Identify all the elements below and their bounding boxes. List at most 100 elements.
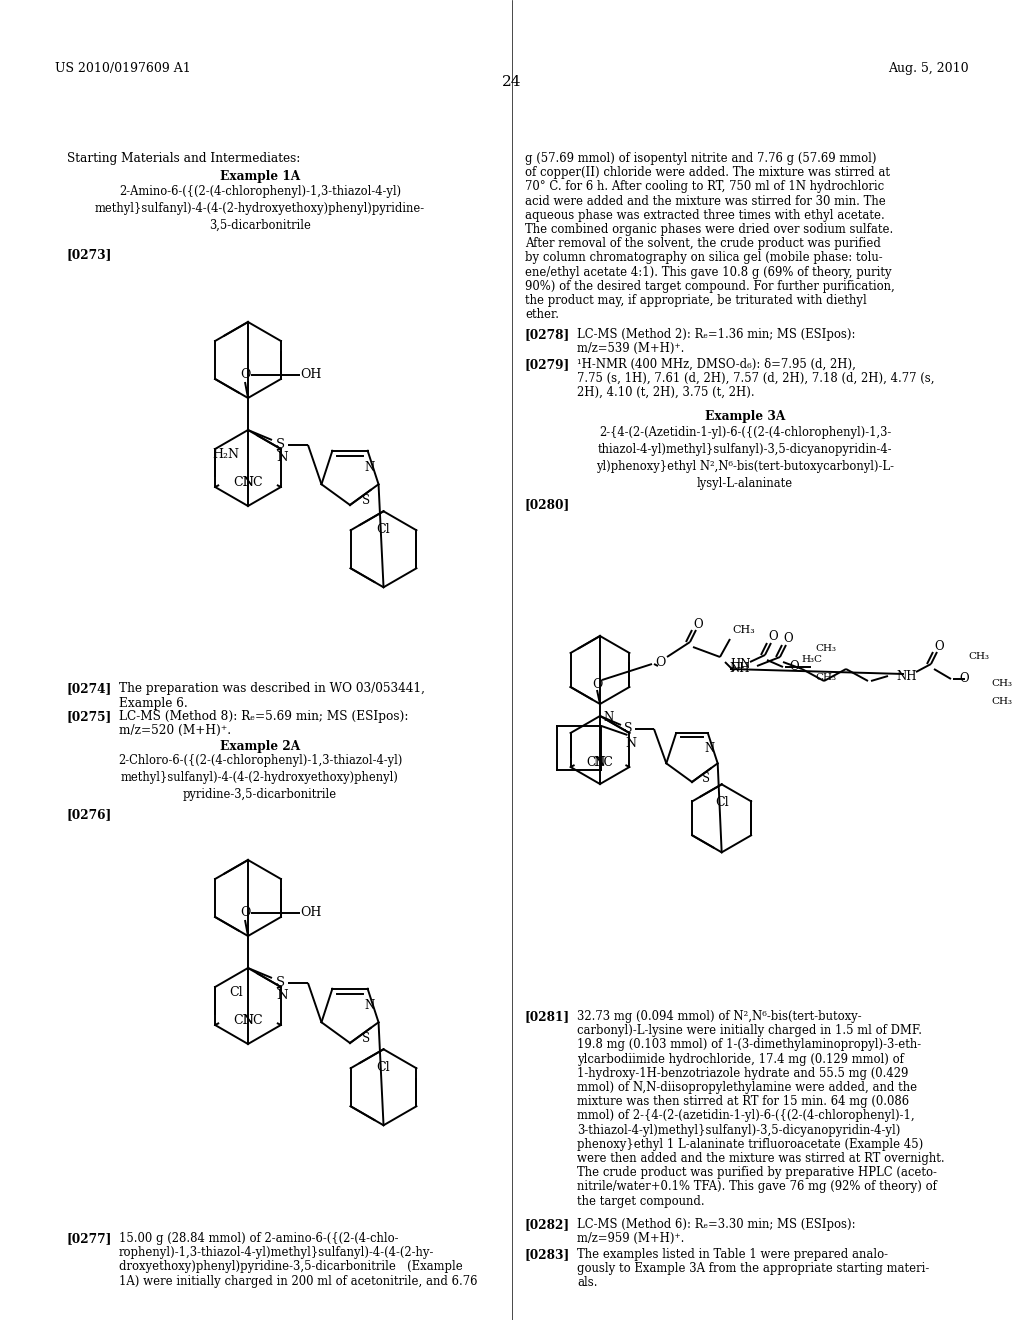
Text: [0280]: [0280] [525, 498, 570, 511]
Text: [0275]: [0275] [67, 710, 113, 723]
Text: N: N [603, 711, 613, 723]
Text: S: S [362, 494, 370, 507]
Text: the target compound.: the target compound. [577, 1195, 705, 1208]
Text: The crude product was purified by preparative HPLC (aceto-: The crude product was purified by prepar… [577, 1166, 937, 1179]
Text: US 2010/0197609 A1: US 2010/0197609 A1 [55, 62, 190, 75]
Text: Cl: Cl [229, 986, 243, 998]
Text: [0283]: [0283] [525, 1247, 570, 1261]
Text: aqueous phase was extracted three times with ethyl acetate.: aqueous phase was extracted three times … [525, 209, 885, 222]
Text: m/z=959 (M+H)⁺.: m/z=959 (M+H)⁺. [577, 1232, 684, 1245]
Text: Example 3A: Example 3A [705, 411, 785, 422]
Text: nitrile/water+0.1% TFA). This gave 76 mg (92% of theory) of: nitrile/water+0.1% TFA). This gave 76 mg… [577, 1180, 937, 1193]
Text: 24: 24 [502, 75, 522, 88]
Text: S: S [362, 1031, 370, 1044]
Text: OH: OH [300, 368, 322, 381]
Text: ¹H-NMR (400 MHz, DMSO-d₆): δ=7.95 (d, 2H),: ¹H-NMR (400 MHz, DMSO-d₆): δ=7.95 (d, 2H… [577, 358, 856, 371]
Text: Starting Materials and Intermediates:: Starting Materials and Intermediates: [67, 152, 300, 165]
Text: The preparation was described in WO 03/053441,: The preparation was described in WO 03/0… [119, 682, 425, 696]
Text: acid were added and the mixture was stirred for 30 min. The: acid were added and the mixture was stir… [525, 194, 886, 207]
Text: NC: NC [243, 475, 263, 488]
Text: als.: als. [577, 1276, 597, 1290]
Text: H₃C: H₃C [801, 655, 822, 664]
Text: 2-Amino-6-({(2-(4-chlorophenyl)-1,3-thiazol-4-yl)
methyl}sulfanyl)-4-(4-(2-hydro: 2-Amino-6-({(2-(4-chlorophenyl)-1,3-thia… [95, 185, 425, 232]
Text: S: S [702, 771, 710, 784]
Text: [0281]: [0281] [525, 1010, 570, 1023]
Text: [0279]: [0279] [525, 358, 570, 371]
Text: g (57.69 mmol) of isopentyl nitrite and 7.76 g (57.69 mmol): g (57.69 mmol) of isopentyl nitrite and … [525, 152, 877, 165]
Text: The examples listed in Table 1 were prepared analo-: The examples listed in Table 1 were prep… [577, 1247, 888, 1261]
Text: N: N [365, 461, 375, 474]
Text: Example 6.: Example 6. [119, 697, 187, 710]
Text: [0276]: [0276] [67, 808, 113, 821]
Text: [0282]: [0282] [525, 1218, 570, 1232]
Text: LC-MS (Method 6): Rₑ=3.30 min; MS (ESIpos):: LC-MS (Method 6): Rₑ=3.30 min; MS (ESIpo… [577, 1218, 856, 1232]
Text: m/z=520 (M+H)⁺.: m/z=520 (M+H)⁺. [119, 723, 231, 737]
Text: NC: NC [594, 756, 613, 770]
Text: N: N [625, 737, 636, 750]
Text: O: O [934, 639, 944, 652]
Text: [0274]: [0274] [67, 682, 113, 696]
Text: LC-MS (Method 2): Rₑ=1.36 min; MS (ESIpos):: LC-MS (Method 2): Rₑ=1.36 min; MS (ESIpo… [577, 327, 855, 341]
Text: 2-{4-(2-(Azetidin-1-yl)-6-({(2-(4-chlorophenyl)-1,3-
thiazol-4-yl)methyl}sulfany: 2-{4-(2-(Azetidin-1-yl)-6-({(2-(4-chloro… [596, 426, 894, 490]
Text: CN: CN [587, 756, 606, 770]
Text: O: O [592, 677, 602, 690]
Text: 1A) were initially charged in 200 ml of acetonitrile, and 6.76: 1A) were initially charged in 200 ml of … [119, 1275, 477, 1287]
Text: ether.: ether. [525, 308, 559, 321]
Text: [0277]: [0277] [67, 1232, 113, 1245]
Text: O: O [768, 631, 778, 644]
Text: phenoxy}ethyl 1 L-alaninate trifluoroacetate (Example 45): phenoxy}ethyl 1 L-alaninate trifluoroace… [577, 1138, 924, 1151]
Text: were then added and the mixture was stirred at RT overnight.: were then added and the mixture was stir… [577, 1152, 944, 1166]
Text: Example 1A: Example 1A [220, 170, 300, 183]
Text: O: O [790, 660, 799, 673]
Text: 2-Chloro-6-({(2-(4-chlorophenyl)-1,3-thiazol-4-yl)
methyl}sulfanyl)-4-(4-(2-hydr: 2-Chloro-6-({(2-(4-chlorophenyl)-1,3-thi… [118, 754, 402, 801]
Text: CH₃: CH₃ [815, 673, 836, 682]
Text: N: N [276, 451, 288, 465]
Text: mixture was then stirred at RT for 15 min. 64 mg (0.086: mixture was then stirred at RT for 15 mi… [577, 1096, 909, 1109]
Text: ylcarbodiimide hydrochloride, 17.4 mg (0.129 mmol) of: ylcarbodiimide hydrochloride, 17.4 mg (0… [577, 1052, 904, 1065]
Text: of copper(II) chloride were added. The mixture was stirred at: of copper(II) chloride were added. The m… [525, 166, 890, 180]
Text: 19.8 mg (0.103 mmol) of 1-(3-dimethylaminopropyl)-3-eth-: 19.8 mg (0.103 mmol) of 1-(3-dimethylami… [577, 1039, 922, 1052]
Text: S: S [624, 722, 632, 735]
Text: H₂N: H₂N [212, 447, 239, 461]
Text: S: S [275, 438, 285, 451]
Text: ene/ethyl acetate 4:1). This gave 10.8 g (69% of theory, purity: ene/ethyl acetate 4:1). This gave 10.8 g… [525, 265, 892, 279]
Text: Cl: Cl [377, 523, 390, 536]
Text: gously to Example 3A from the appropriate starting materi-: gously to Example 3A from the appropriat… [577, 1262, 929, 1275]
Text: CH₃: CH₃ [969, 652, 989, 661]
Text: Cl: Cl [715, 796, 728, 809]
Text: OH: OH [300, 907, 322, 920]
Text: O: O [959, 672, 969, 685]
Text: Aug. 5, 2010: Aug. 5, 2010 [889, 62, 969, 75]
Text: 3-thiazol-4-yl)methyl}sulfanyl)-3,5-dicyanopyridin-4-yl): 3-thiazol-4-yl)methyl}sulfanyl)-3,5-dicy… [577, 1123, 900, 1137]
Text: O: O [240, 907, 250, 920]
Text: O: O [783, 632, 793, 645]
Text: CH₃: CH₃ [991, 680, 1012, 689]
Text: LC-MS (Method 8): Rₑ=5.69 min; MS (ESIpos):: LC-MS (Method 8): Rₑ=5.69 min; MS (ESIpo… [119, 710, 409, 723]
Text: 15.00 g (28.84 mmol) of 2-amino-6-({(2-(4-chlo-: 15.00 g (28.84 mmol) of 2-amino-6-({(2-(… [119, 1232, 398, 1245]
Text: by column chromatography on silica gel (mobile phase: tolu-: by column chromatography on silica gel (… [525, 251, 883, 264]
Text: Example 2A: Example 2A [220, 741, 300, 752]
Text: O: O [693, 618, 702, 631]
Text: 1-hydroxy-1H-benzotriazole hydrate and 55.5 mg (0.429: 1-hydroxy-1H-benzotriazole hydrate and 5… [577, 1067, 908, 1080]
Text: [0273]: [0273] [67, 248, 113, 261]
Text: NH: NH [896, 669, 916, 682]
Text: S: S [275, 977, 285, 990]
Text: CH₃: CH₃ [815, 644, 836, 653]
Text: mmol) of 2-{4-(2-(azetidin-1-yl)-6-({(2-(4-chlorophenyl)-1,: mmol) of 2-{4-(2-(azetidin-1-yl)-6-({(2-… [577, 1109, 914, 1122]
Text: CH₃: CH₃ [732, 624, 755, 635]
Text: [0278]: [0278] [525, 327, 570, 341]
Text: O: O [240, 368, 250, 381]
Text: mmol) of N,N-diisopropylethylamine were added, and the: mmol) of N,N-diisopropylethylamine were … [577, 1081, 918, 1094]
Text: the product may, if appropriate, be triturated with diethyl: the product may, if appropriate, be trit… [525, 294, 866, 308]
Text: carbonyl)-L-lysine were initially charged in 1.5 ml of DMF.: carbonyl)-L-lysine were initially charge… [577, 1024, 922, 1038]
Text: droxyethoxy)phenyl)pyridine-3,5-dicarbonitrile   (Example: droxyethoxy)phenyl)pyridine-3,5-dicarbon… [119, 1261, 463, 1274]
Text: NH: NH [729, 663, 750, 676]
Text: N: N [705, 742, 715, 755]
Text: 7.75 (s, 1H), 7.61 (d, 2H), 7.57 (d, 2H), 7.18 (d, 2H), 4.77 (s,: 7.75 (s, 1H), 7.61 (d, 2H), 7.57 (d, 2H)… [577, 372, 935, 385]
Text: N: N [365, 999, 375, 1011]
Text: Cl: Cl [377, 1061, 390, 1074]
Text: 70° C. for 6 h. After cooling to RT, 750 ml of 1N hydrochloric: 70° C. for 6 h. After cooling to RT, 750… [525, 181, 884, 194]
Text: m/z=539 (M+H)⁺.: m/z=539 (M+H)⁺. [577, 342, 684, 355]
Text: NC: NC [243, 1014, 263, 1027]
Text: O: O [654, 656, 666, 668]
